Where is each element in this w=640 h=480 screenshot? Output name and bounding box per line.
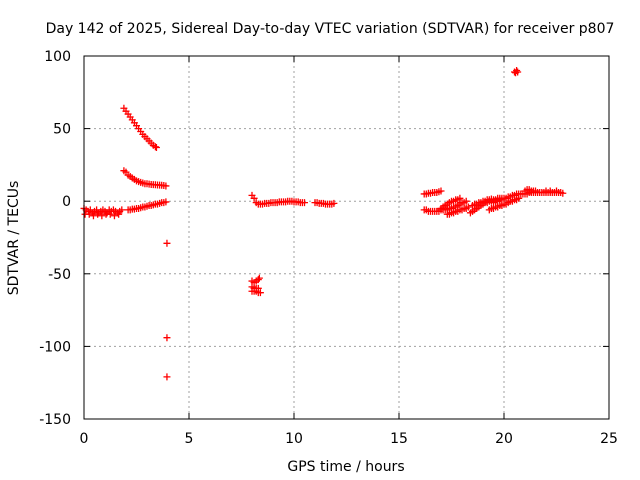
data-point xyxy=(487,195,495,203)
data-point xyxy=(514,68,522,76)
x-tick-label: 5 xyxy=(185,431,194,447)
data-point xyxy=(163,334,171,342)
data-point xyxy=(151,143,159,151)
data-point xyxy=(152,143,160,151)
data-point xyxy=(256,289,264,297)
data-point xyxy=(301,199,308,207)
y-axis-label: SDTVAR / TECUs xyxy=(6,181,22,296)
y-tick-label: -50 xyxy=(48,267,71,283)
data-point xyxy=(255,274,263,282)
data-point xyxy=(163,239,171,247)
x-tick-label: 15 xyxy=(390,431,408,447)
data-point xyxy=(115,210,123,218)
data-point xyxy=(546,187,554,195)
x-axis-label: GPS time / hours xyxy=(287,459,404,475)
data-point xyxy=(250,194,258,202)
plot-frame xyxy=(83,55,610,420)
x-axis-tick-labels: 0 5 10 15 20 25 xyxy=(80,431,618,447)
data-point xyxy=(437,187,445,195)
chart-title: Day 142 of 2025, Sidereal Day-to-day VTE… xyxy=(46,21,615,37)
y-tick-label: 100 xyxy=(44,49,71,65)
data-point xyxy=(162,182,170,190)
y-tick-label: -100 xyxy=(39,339,71,355)
y-tick-label: -150 xyxy=(39,412,71,428)
data-point xyxy=(559,189,567,197)
data-point xyxy=(94,210,102,218)
data-point xyxy=(85,210,93,218)
x-tick-label: 10 xyxy=(285,431,303,447)
data-point xyxy=(330,199,338,207)
axis-ticks xyxy=(83,55,610,420)
data-point xyxy=(553,187,560,195)
data-point xyxy=(513,67,521,75)
data-point xyxy=(254,276,262,284)
data-point xyxy=(464,203,472,211)
data-point xyxy=(162,198,170,206)
data-point xyxy=(462,197,470,205)
grid-lines xyxy=(84,56,609,419)
y-tick-label: 0 xyxy=(62,194,71,210)
data-points xyxy=(80,67,567,381)
data-point xyxy=(163,373,171,381)
data-point xyxy=(110,212,118,220)
x-tick-label: 25 xyxy=(600,431,618,447)
y-axis-tick-labels: 100 50 0 -50 -100 -150 xyxy=(39,49,71,428)
x-tick-label: 0 xyxy=(80,431,89,447)
data-point xyxy=(456,194,464,202)
data-point xyxy=(118,206,126,214)
x-tick-label: 20 xyxy=(495,431,513,447)
data-point xyxy=(532,187,539,195)
data-point xyxy=(106,210,114,218)
data-point xyxy=(98,212,106,220)
data-point xyxy=(89,212,97,220)
y-tick-label: 50 xyxy=(53,122,71,138)
